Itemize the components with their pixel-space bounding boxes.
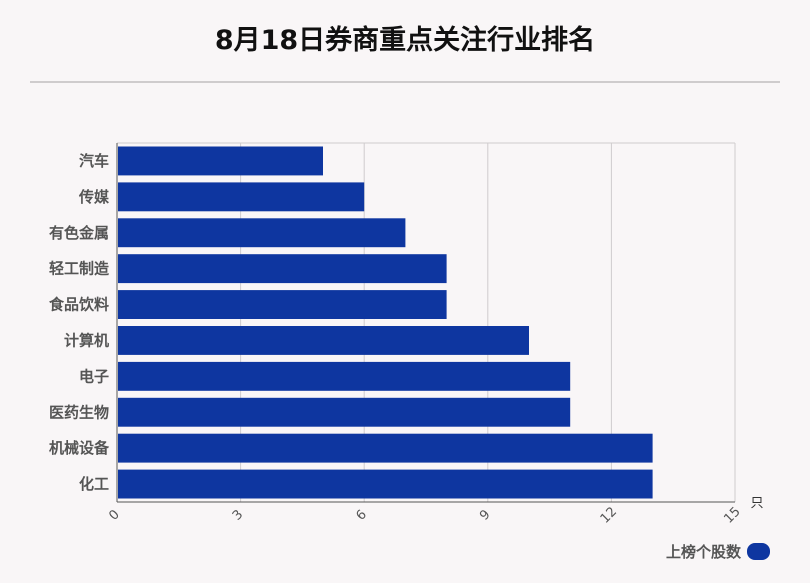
category-label: 有色金属: [49, 224, 109, 242]
x-tick-label: 3: [230, 507, 246, 523]
x-tick-label: 12: [598, 504, 620, 526]
category-label: 化工: [79, 475, 109, 493]
x-unit-label: 只: [750, 496, 763, 511]
category-label: 汽车: [79, 152, 109, 170]
title-divider: [30, 81, 780, 83]
bar[interactable]: [118, 218, 406, 248]
bar[interactable]: [118, 146, 323, 176]
legend[interactable]: 上榜个股数: [666, 541, 770, 562]
bar[interactable]: [118, 433, 653, 463]
bar[interactable]: [118, 397, 571, 427]
category-label: 传媒: [78, 188, 110, 206]
category-label: 医药生物: [49, 403, 109, 421]
category-label: 食品饮料: [49, 296, 109, 314]
x-tick-label: 15: [721, 504, 743, 526]
legend-swatch: [747, 543, 770, 560]
bar[interactable]: [118, 254, 447, 284]
x-tick-label: 0: [106, 507, 122, 523]
bars-layer: [118, 146, 653, 499]
category-label: 轻工制造: [49, 260, 109, 278]
x-tick-label: 9: [477, 507, 493, 523]
bar[interactable]: [118, 182, 365, 212]
chart-title: 8月18日券商重点关注行业排名: [214, 25, 596, 56]
bar[interactable]: [118, 290, 447, 319]
legend-label: 上榜个股数: [665, 543, 741, 561]
bar[interactable]: [118, 361, 571, 391]
category-label: 电子: [79, 367, 109, 385]
bar[interactable]: [118, 326, 529, 355]
x-tick-label: 6: [353, 507, 369, 523]
bar[interactable]: [118, 469, 653, 499]
category-label: 机械设备: [49, 439, 110, 457]
category-label: 计算机: [64, 331, 109, 349]
